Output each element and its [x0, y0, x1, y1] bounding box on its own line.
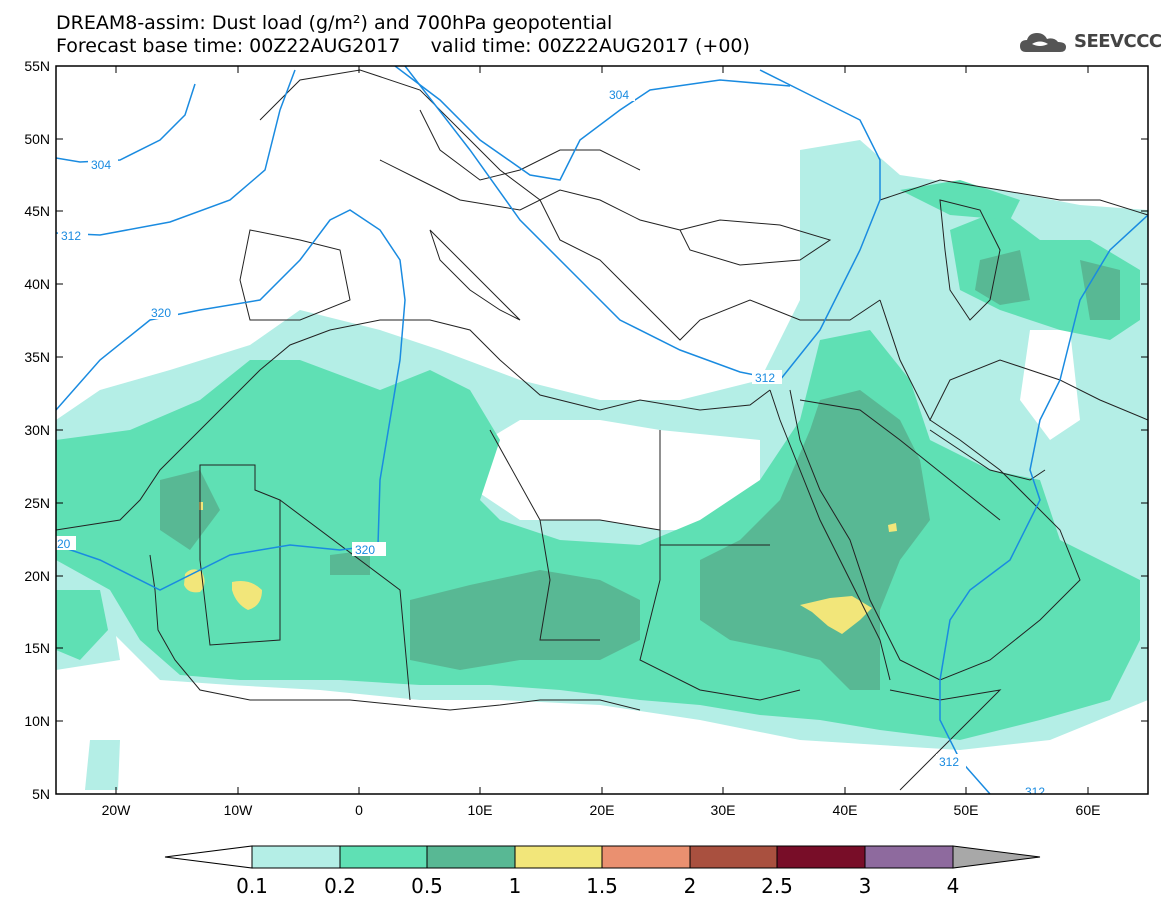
colorbar-bin [426, 845, 516, 869]
border-libya [489, 429, 661, 531]
contour-labels: 304 304 312 320 312 320 20 312 312 [56, 87, 1052, 799]
lon-label: 50E [954, 802, 979, 818]
map-area: 304 304 312 320 312 320 20 312 312 [56, 66, 1148, 799]
lon-label: 20E [590, 802, 615, 818]
dust-level-0.5 [410, 570, 640, 670]
contour-label: 304 [91, 158, 111, 172]
seevccc-logo: SEEVCCC [1018, 28, 1162, 56]
border-arabia [799, 399, 1001, 521]
coastline-italy [429, 229, 521, 321]
lat-label: 25N [24, 495, 50, 511]
border-europe-inner [379, 159, 681, 231]
lat-label: 30N [24, 422, 50, 438]
contour-304-west [56, 83, 196, 163]
colorbar-label: 0.2 [324, 874, 356, 898]
colorbar-label: 3 [859, 874, 872, 898]
contour-label: 320 [355, 543, 375, 557]
contour-label: 312 [755, 371, 775, 385]
coastline-somalia [889, 689, 1002, 791]
lat-label: 20N [24, 568, 50, 584]
latitude-axis: 55N 50N 45N 40N 35N 30N 25N 20N 15N 10N … [24, 58, 1148, 802]
contour-320 [56, 209, 406, 591]
border-sudan [639, 530, 801, 701]
lon-label: 60E [1076, 802, 1101, 818]
colorbar-bin [339, 845, 428, 869]
colorbar-label: 0.1 [236, 874, 268, 898]
colorbar-label: 1.5 [586, 874, 618, 898]
border-europe-inner2 [419, 109, 641, 181]
coastline-redsea [769, 389, 891, 681]
lat-label: 50N [24, 131, 50, 147]
contour-label: 20 [57, 537, 71, 551]
border-kazakh [879, 179, 1148, 216]
lon-label: 40E [833, 802, 858, 818]
contour-312-south [939, 214, 1148, 794]
dust-shading [56, 140, 1148, 790]
border-iran [879, 299, 1148, 422]
coastline-westafrica [149, 554, 641, 711]
lat-label: 15N [24, 640, 50, 656]
colorbar-label: 2.5 [761, 874, 793, 898]
map-subtitle: Forecast base time: 00Z22AUG2017 valid t… [56, 35, 750, 57]
coastline-blacksea [679, 219, 832, 266]
coastline-persiangulf [929, 429, 1046, 481]
colorbar-label: 1 [509, 874, 522, 898]
border-chad [539, 519, 600, 641]
lat-label: 55N [24, 58, 50, 74]
lon-label: 20W [102, 802, 132, 818]
map-title: DREAM8-assim: Dust load (g/m²) and 700hP… [56, 12, 613, 34]
border-algeria [279, 499, 411, 701]
coastline-europe [259, 69, 881, 341]
lon-label: 10W [224, 802, 254, 818]
lon-label: 0 [355, 802, 363, 818]
colorbar-bin [864, 845, 954, 869]
border-sahara [199, 464, 281, 646]
colorbar-over-arrow [952, 845, 1041, 869]
lon-label: 30E [711, 802, 736, 818]
cloud-icon [1020, 33, 1066, 52]
contour-label: 312 [1025, 785, 1045, 799]
contour-label: 312 [939, 755, 959, 769]
lat-label: 10N [24, 713, 50, 729]
lat-label: 35N [24, 349, 50, 365]
colorbar: 0.1 0.2 0.5 1 1.5 2 2.5 3 4 [164, 845, 1041, 898]
logo-text: SEEVCCC [1074, 31, 1162, 52]
lat-label: 45N [24, 203, 50, 219]
colorbar-bin [776, 845, 866, 869]
lat-label: 5N [32, 786, 50, 802]
coastline-africa-west [56, 319, 771, 531]
contour-312-west [56, 69, 296, 236]
colorbar-bin [514, 845, 603, 869]
lat-label: 40N [24, 276, 50, 292]
country-borders [56, 69, 1148, 791]
contour-label: 312 [61, 229, 81, 243]
coastline-iberia [239, 229, 351, 321]
lon-label: 10E [468, 802, 493, 818]
colorbar-label: 2 [684, 874, 697, 898]
contour-304-north [394, 66, 791, 181]
colorbar-bin [601, 845, 691, 869]
contour-label: 304 [609, 88, 629, 102]
coastline-caspian [939, 199, 1001, 321]
contour-label: 320 [151, 306, 171, 320]
colorbar-label: 0.5 [411, 874, 443, 898]
colorbar-label: 4 [947, 874, 960, 898]
colorbar-under-arrow [164, 845, 253, 869]
longitude-axis: 20W 10W 0 10E 20E 30E 40E 50E 60E [102, 66, 1101, 818]
colorbar-bin [251, 845, 341, 869]
coastline-arabia [789, 389, 1081, 681]
colorbar-bin [689, 845, 778, 869]
